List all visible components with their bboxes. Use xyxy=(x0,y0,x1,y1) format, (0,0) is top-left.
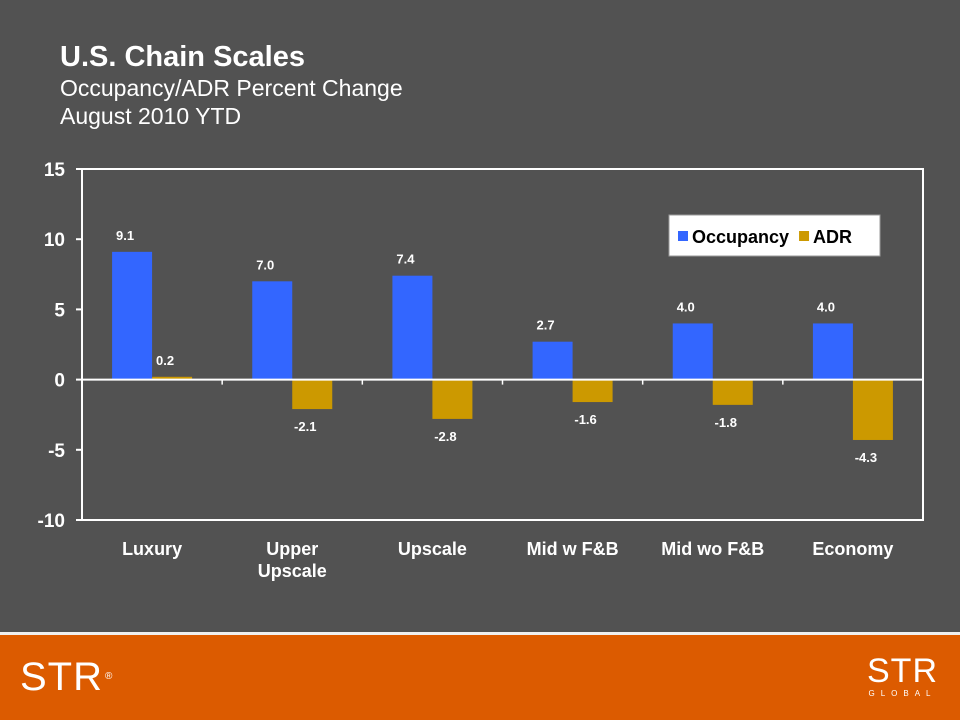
data-label: 7.0 xyxy=(256,257,274,272)
bar-adr xyxy=(432,379,473,419)
legend-swatch-occupancy xyxy=(678,231,688,241)
data-label: 0.2 xyxy=(156,353,174,368)
x-tick-label: Economy xyxy=(812,539,893,559)
y-tick-label: -5 xyxy=(48,441,65,462)
data-label: 4.0 xyxy=(677,299,695,314)
bar-adr xyxy=(712,379,753,405)
data-label: 9.1 xyxy=(116,228,134,243)
chart-title: U.S. Chain Scales xyxy=(60,41,305,73)
legend-swatch-adr xyxy=(799,231,810,241)
bar-occupancy xyxy=(112,251,153,380)
chart-subtitle: Occupancy/ADR Percent Change xyxy=(60,75,403,101)
bar-occupancy xyxy=(812,323,853,380)
title-block: U.S. Chain Scales Occupancy/ADR Percent … xyxy=(60,40,403,130)
bar-adr xyxy=(572,379,613,403)
plot-frame xyxy=(81,168,924,521)
legend-label-adr: ADR xyxy=(813,227,852,247)
bar-occupancy xyxy=(532,341,573,380)
bar-adr xyxy=(152,376,193,380)
data-label: -2.8 xyxy=(434,429,456,444)
y-tick-label: 0 xyxy=(54,371,65,392)
bar-adr xyxy=(292,379,333,410)
data-label: 2.7 xyxy=(537,318,555,333)
bar-occupancy xyxy=(392,275,433,380)
data-label: -1.8 xyxy=(715,415,737,430)
footer-divider xyxy=(0,632,960,635)
chart-period: August 2010 YTD xyxy=(60,103,242,129)
y-tick-label: 15 xyxy=(44,160,66,181)
bar-occupancy xyxy=(672,323,713,380)
x-tick-label: Mid w F&B xyxy=(527,539,619,559)
y-tick-label: 5 xyxy=(54,300,65,321)
x-tick-label: Luxury xyxy=(122,539,182,559)
x-tick-label: Upscale xyxy=(398,539,467,559)
y-tick-label: 10 xyxy=(44,230,65,251)
data-label: 7.4 xyxy=(396,252,415,267)
footer-bar: STR ® STR GLOBAL xyxy=(0,635,960,720)
legend-label-occupancy: Occupancy xyxy=(692,227,789,247)
bar-chart: 151050-5-109.10.2Luxury7.0-2.1UpperUpsca… xyxy=(38,160,924,581)
data-label: -1.6 xyxy=(574,412,596,427)
x-tick-label: Mid wo F&B xyxy=(661,539,764,559)
bar-adr xyxy=(852,379,893,440)
y-tick-label: -10 xyxy=(38,511,65,532)
bar-occupancy xyxy=(252,281,293,380)
data-label: 4.0 xyxy=(817,299,835,314)
legend-box xyxy=(668,214,881,257)
data-label: -2.1 xyxy=(294,419,316,434)
data-label: -4.3 xyxy=(855,450,877,465)
str-logo-left: STR ® xyxy=(20,655,114,699)
x-tick-label: Upscale xyxy=(258,561,327,581)
str-global-logo: STR GLOBAL xyxy=(867,652,938,698)
x-tick-label: Upper xyxy=(266,539,318,559)
